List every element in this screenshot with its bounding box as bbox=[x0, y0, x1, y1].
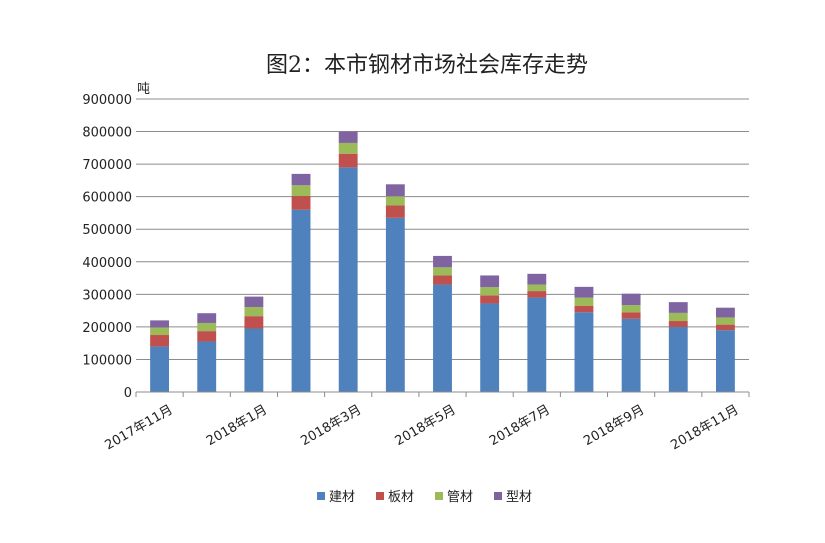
bar-segment bbox=[197, 331, 217, 342]
bar-segment bbox=[527, 273, 547, 285]
bar-segment bbox=[150, 335, 170, 347]
bar-segment bbox=[480, 295, 500, 304]
bar-segment bbox=[433, 284, 452, 392]
bar-segment bbox=[574, 312, 594, 392]
legend-swatch bbox=[376, 492, 384, 500]
bar-segment bbox=[480, 303, 500, 392]
bar-segment bbox=[433, 275, 452, 285]
legend-label: 板材 bbox=[388, 490, 414, 505]
bar-segment bbox=[433, 267, 452, 276]
bar-segment bbox=[527, 284, 547, 292]
bar-segment bbox=[574, 297, 594, 306]
bar-segment bbox=[150, 346, 170, 392]
bar-segment bbox=[338, 153, 358, 168]
y-tick-label: 700000 bbox=[82, 158, 132, 173]
bar-segment bbox=[197, 313, 217, 323]
y-tick-label: 800000 bbox=[82, 126, 132, 141]
legend-swatch bbox=[494, 492, 502, 500]
bar-segment bbox=[433, 255, 452, 268]
bar-segment bbox=[197, 341, 217, 392]
legend-label: 型材 bbox=[506, 490, 532, 505]
bar-segment bbox=[574, 305, 594, 313]
x-tick-label: 2018年9月 bbox=[581, 402, 647, 449]
bar-segment bbox=[244, 316, 264, 329]
bar-segment bbox=[385, 184, 405, 197]
bar-segment bbox=[385, 205, 405, 218]
bar-segment bbox=[150, 327, 170, 336]
bar-segment bbox=[150, 320, 170, 328]
bar-segment bbox=[715, 324, 735, 331]
bar-segment bbox=[574, 286, 594, 298]
bar-segment bbox=[291, 185, 311, 197]
bar-segment bbox=[668, 302, 688, 313]
bar-segment bbox=[291, 196, 311, 210]
bar-segment bbox=[621, 312, 641, 319]
bar-segment bbox=[668, 312, 688, 322]
x-tick-label: 2018年11月 bbox=[668, 402, 741, 453]
bar-segment bbox=[338, 167, 358, 392]
bar-segment bbox=[291, 209, 311, 392]
legend-label: 建材 bbox=[329, 490, 355, 505]
bar-segment bbox=[197, 322, 217, 332]
chart-title: 图2：本市钢材市场社会库存走势 bbox=[266, 53, 588, 78]
bar-segment bbox=[668, 326, 688, 392]
y-tick-label: 600000 bbox=[82, 191, 132, 206]
legend-swatch bbox=[317, 492, 325, 500]
y-tick-label: 0 bbox=[124, 386, 132, 401]
x-tick-label: 2018年1月 bbox=[204, 402, 270, 449]
bar-segment bbox=[527, 291, 547, 298]
bar-segment bbox=[385, 217, 405, 392]
y-axis-ticks: 0 100000 200000 300000 400000 500000 600000 700… bbox=[82, 93, 132, 401]
bar-segment bbox=[527, 297, 547, 392]
bar-segment bbox=[715, 307, 735, 318]
bar-segment bbox=[291, 173, 311, 186]
legend-label: 管材 bbox=[447, 490, 473, 505]
bars bbox=[150, 131, 735, 392]
bar-segment bbox=[338, 131, 358, 143]
bar-segment bbox=[244, 307, 264, 317]
x-tick-label: 2018年5月 bbox=[393, 402, 459, 449]
bar-segment bbox=[480, 275, 500, 288]
x-tick-label: 2017年11月 bbox=[103, 402, 176, 453]
bar-segment bbox=[715, 317, 735, 325]
bar-segment bbox=[244, 296, 264, 308]
bar-segment bbox=[338, 142, 358, 154]
bar-segment bbox=[385, 196, 405, 206]
x-axis bbox=[135, 391, 750, 397]
bar-segment bbox=[480, 287, 500, 296]
x-tick-label: 2018年3月 bbox=[298, 402, 364, 449]
bar-segment bbox=[668, 321, 688, 327]
y-tick-label: 900000 bbox=[82, 93, 132, 108]
y-tick-label: 200000 bbox=[82, 321, 132, 336]
bar-segment bbox=[621, 318, 641, 392]
x-axis-ticks: 2017年11月 2018年1月 2018年3月 2018年5月 2018年7月 2018… bbox=[103, 402, 742, 453]
y-tick-label: 500000 bbox=[82, 223, 132, 238]
x-tick-label: 2018年7月 bbox=[487, 402, 553, 449]
gridlines bbox=[136, 98, 749, 360]
y-tick-label: 100000 bbox=[82, 353, 132, 368]
bar-segment bbox=[715, 330, 735, 392]
legend: 建材 板材 管材 型材 bbox=[317, 490, 532, 505]
legend-swatch bbox=[435, 492, 443, 500]
y-tick-label: 300000 bbox=[82, 288, 132, 303]
y-axis-unit: 吨 bbox=[137, 82, 150, 97]
bar-segment bbox=[621, 293, 641, 306]
bar-segment bbox=[244, 328, 264, 392]
bar-segment bbox=[621, 305, 641, 313]
y-tick-label: 400000 bbox=[82, 256, 132, 271]
